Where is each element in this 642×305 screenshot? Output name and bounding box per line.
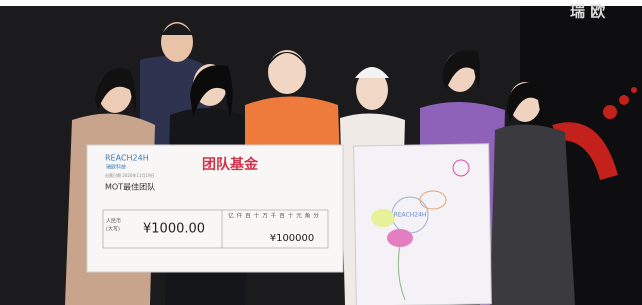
digit-header: 亿仟百十万千百十元角分 <box>228 212 322 220</box>
petal <box>387 229 413 247</box>
currency: 人民币 <box>106 218 121 225</box>
poster-text: REACH24H <box>394 212 427 219</box>
check-payee: MOT最佳团队 <box>105 182 155 192</box>
logo-dot <box>603 105 617 119</box>
page: 瑞 欧 REACH24H 瑞欧科技 团队基金 出票日期 2020年11月19日 <box>0 0 642 305</box>
logo-dot <box>631 87 637 93</box>
photo: 瑞 欧 REACH24H 瑞欧科技 团队基金 出票日期 2020年11月19日 <box>0 0 642 305</box>
poster: REACH24H <box>354 144 492 305</box>
currency-note: (大写) <box>106 226 120 233</box>
check-board: REACH24H 瑞欧科技 团队基金 出票日期 2020年11月19日 MOT最… <box>87 145 343 272</box>
logo-dot <box>619 95 629 105</box>
petal <box>371 209 395 227</box>
amount-digits: ¥100000 <box>270 233 315 244</box>
amount-words: ¥1000.00 <box>143 222 205 237</box>
check-logo: REACH24H <box>105 154 149 163</box>
check-logo-sub: 瑞欧科技 <box>106 164 126 171</box>
check-date: 出票日期 2020年11月19日 <box>105 172 155 178</box>
check-title: 团队基金 <box>202 156 259 173</box>
backdrop-sign: 瑞 欧 <box>570 3 605 21</box>
poster-background <box>354 144 492 305</box>
